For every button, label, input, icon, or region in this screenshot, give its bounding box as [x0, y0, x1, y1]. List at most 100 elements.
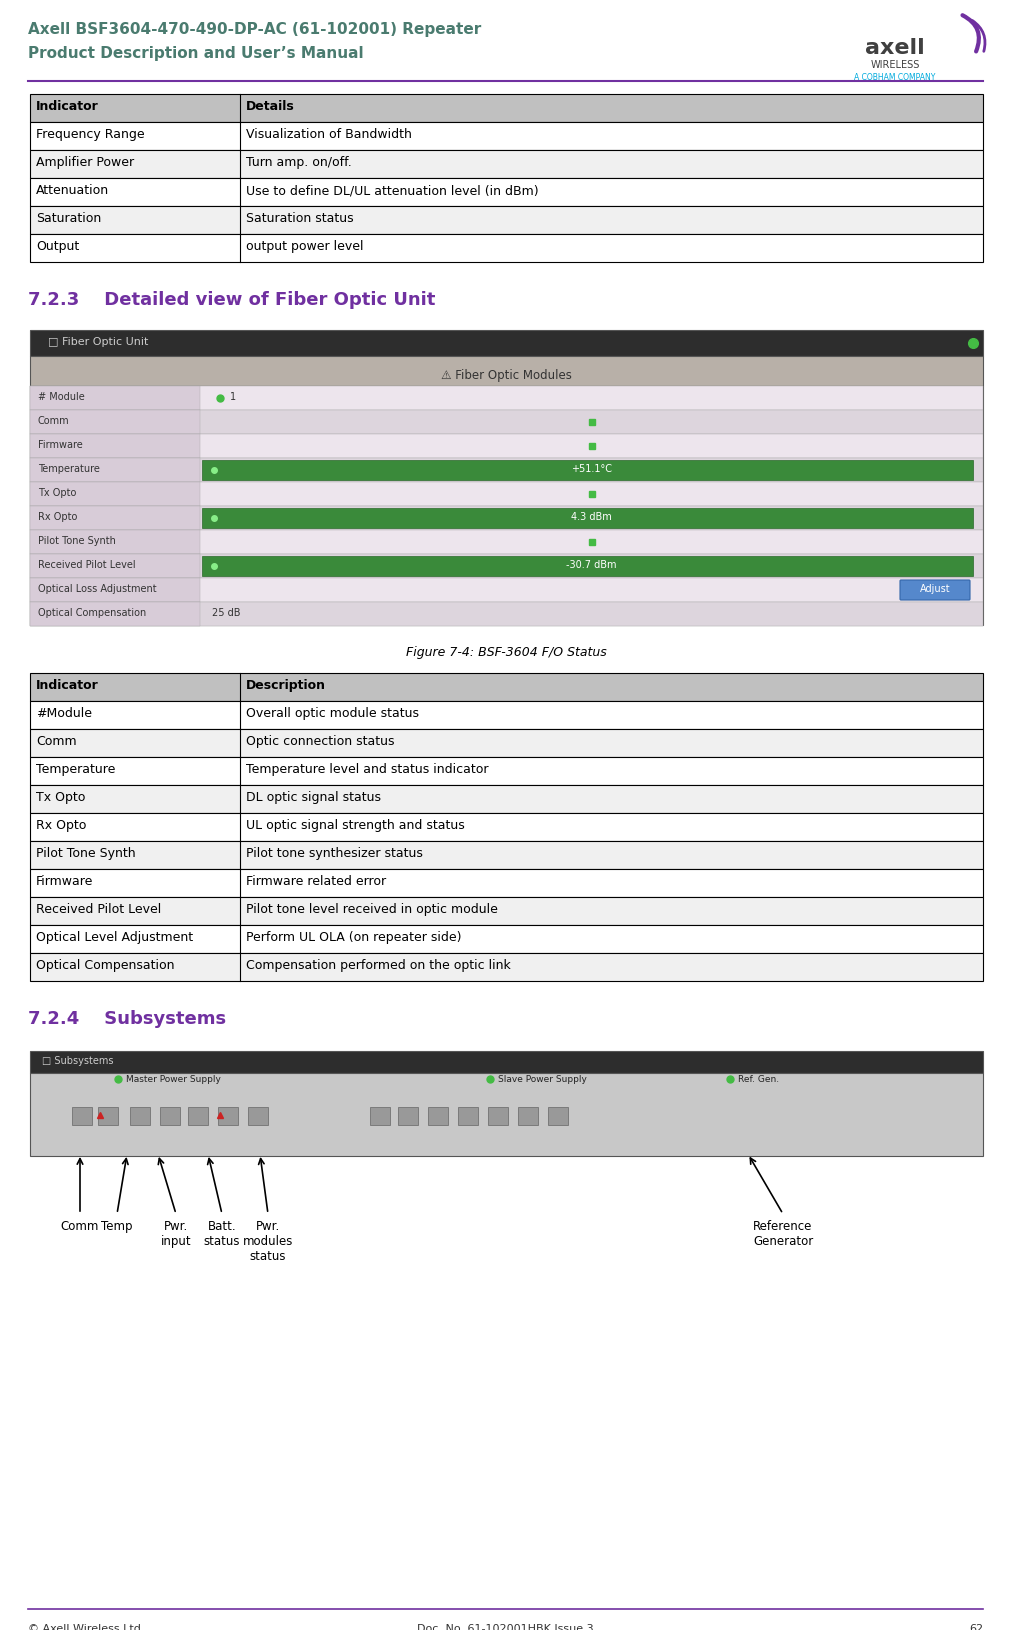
Text: □ Subsystems: □ Subsystems [42, 1055, 113, 1066]
Text: Rx Opto: Rx Opto [36, 818, 86, 831]
Bar [30, 411, 983, 435]
Bar [98, 1107, 118, 1125]
Text: -30.7 dBm: -30.7 dBm [566, 559, 617, 569]
Bar [30, 813, 983, 841]
Bar [30, 482, 200, 507]
Bar [30, 954, 983, 981]
Text: Comm: Comm [36, 735, 77, 748]
Text: #Module: #Module [36, 706, 92, 719]
Text: Overall optic module status: Overall optic module status [246, 706, 419, 719]
Bar [30, 673, 983, 701]
Bar [30, 435, 983, 458]
Bar [30, 554, 983, 579]
Bar [30, 1073, 983, 1156]
Bar [398, 1107, 418, 1125]
Bar [518, 1107, 538, 1125]
Text: 4.3 dBm: 4.3 dBm [571, 512, 612, 522]
Text: Indicator: Indicator [36, 678, 99, 691]
Bar [30, 435, 200, 458]
Bar [30, 386, 983, 411]
Text: Optic connection status: Optic connection status [246, 735, 394, 748]
Bar [202, 461, 973, 481]
Bar [30, 579, 200, 603]
Text: Optical Loss Adjustment: Optical Loss Adjustment [38, 584, 157, 593]
Bar [30, 458, 983, 482]
Text: A COBHAM COMPANY: A COBHAM COMPANY [854, 73, 936, 82]
Text: Firmware: Firmware [36, 874, 93, 887]
Text: Pilot Tone Synth: Pilot Tone Synth [36, 846, 135, 859]
Text: Description: Description [246, 678, 326, 691]
Text: Doc. No. 61-102001HBK Issue 3: Doc. No. 61-102001HBK Issue 3 [417, 1623, 593, 1630]
Text: Rx Opto: Rx Opto [38, 512, 78, 522]
Text: Received Pilot Level: Received Pilot Level [36, 903, 161, 916]
FancyArrowPatch shape [962, 16, 979, 52]
Text: 7.2.4    Subsystems: 7.2.4 Subsystems [28, 1009, 226, 1027]
Bar [30, 207, 983, 235]
Text: Pilot tone synthesizer status: Pilot tone synthesizer status [246, 846, 423, 859]
Text: Tx Opto: Tx Opto [36, 791, 85, 804]
Text: Received Pilot Level: Received Pilot Level [38, 559, 135, 569]
Text: 7.2.3    Detailed view of Fiber Optic Unit: 7.2.3 Detailed view of Fiber Optic Unit [28, 290, 436, 308]
Bar [30, 898, 983, 926]
Bar [30, 869, 983, 898]
Text: Pwr.
modules
status: Pwr. modules status [243, 1219, 293, 1262]
Bar [30, 603, 200, 626]
Bar [30, 531, 983, 554]
Bar [30, 579, 983, 603]
Text: Product Description and User’s Manual: Product Description and User’s Manual [28, 46, 364, 60]
Bar [30, 331, 983, 357]
Bar [30, 386, 200, 411]
Text: # Module: # Module [38, 391, 85, 401]
Text: Master Power Supply: Master Power Supply [126, 1074, 220, 1084]
Bar [248, 1107, 268, 1125]
Text: □ Fiber Optic Unit: □ Fiber Optic Unit [48, 337, 149, 347]
Text: Temp: Temp [101, 1219, 132, 1232]
Bar [202, 509, 973, 528]
Text: Attenuation: Attenuation [36, 184, 109, 197]
Text: Pilot Tone Synth: Pilot Tone Synth [38, 536, 116, 546]
Text: Optical Compensation: Optical Compensation [36, 958, 175, 971]
Text: Details: Details [246, 99, 295, 112]
Text: Optical Compensation: Optical Compensation [38, 608, 147, 618]
Text: Saturation: Saturation [36, 212, 101, 225]
Bar [428, 1107, 448, 1125]
Text: Axell BSF3604-470-490-DP-AC (61-102001) Repeater: Axell BSF3604-470-490-DP-AC (61-102001) … [28, 21, 481, 37]
Text: Tx Opto: Tx Opto [38, 487, 77, 497]
Text: Ref. Gen.: Ref. Gen. [738, 1074, 779, 1084]
Bar [30, 841, 983, 869]
Bar [370, 1107, 390, 1125]
Bar [30, 482, 983, 507]
Bar [30, 603, 983, 626]
Text: Figure 7-4: BSF-3604 F/O Status: Figure 7-4: BSF-3604 F/O Status [406, 645, 607, 659]
Text: Frequency Range: Frequency Range [36, 127, 145, 140]
Bar [30, 122, 983, 152]
Bar [72, 1107, 92, 1125]
Bar [30, 152, 983, 179]
Text: Temperature: Temperature [38, 463, 100, 474]
Text: Perform UL OLA (on repeater side): Perform UL OLA (on repeater side) [246, 931, 461, 944]
Text: axell: axell [865, 37, 925, 59]
Bar [30, 458, 200, 482]
Text: 25 dB: 25 dB [212, 608, 241, 618]
Text: Temperature: Temperature [36, 763, 115, 776]
Text: Adjust: Adjust [920, 584, 950, 593]
Bar [30, 235, 983, 262]
Bar [30, 95, 983, 122]
Text: Indicator: Indicator [36, 99, 99, 112]
Bar [30, 926, 983, 954]
Bar [188, 1107, 208, 1125]
Bar [30, 411, 200, 435]
Text: Pilot tone level received in optic module: Pilot tone level received in optic modul… [246, 903, 497, 916]
Text: Batt.
status: Batt. status [204, 1219, 241, 1247]
Bar [30, 701, 983, 730]
Text: Comm: Comm [61, 1219, 99, 1232]
FancyBboxPatch shape [900, 580, 970, 600]
Bar [130, 1107, 150, 1125]
Bar [548, 1107, 568, 1125]
Text: Slave Power Supply: Slave Power Supply [498, 1074, 586, 1084]
Bar [30, 554, 200, 579]
Text: WIRELESS: WIRELESS [870, 60, 920, 70]
Text: Saturation status: Saturation status [246, 212, 354, 225]
Text: UL optic signal strength and status: UL optic signal strength and status [246, 818, 465, 831]
Bar [30, 507, 983, 531]
